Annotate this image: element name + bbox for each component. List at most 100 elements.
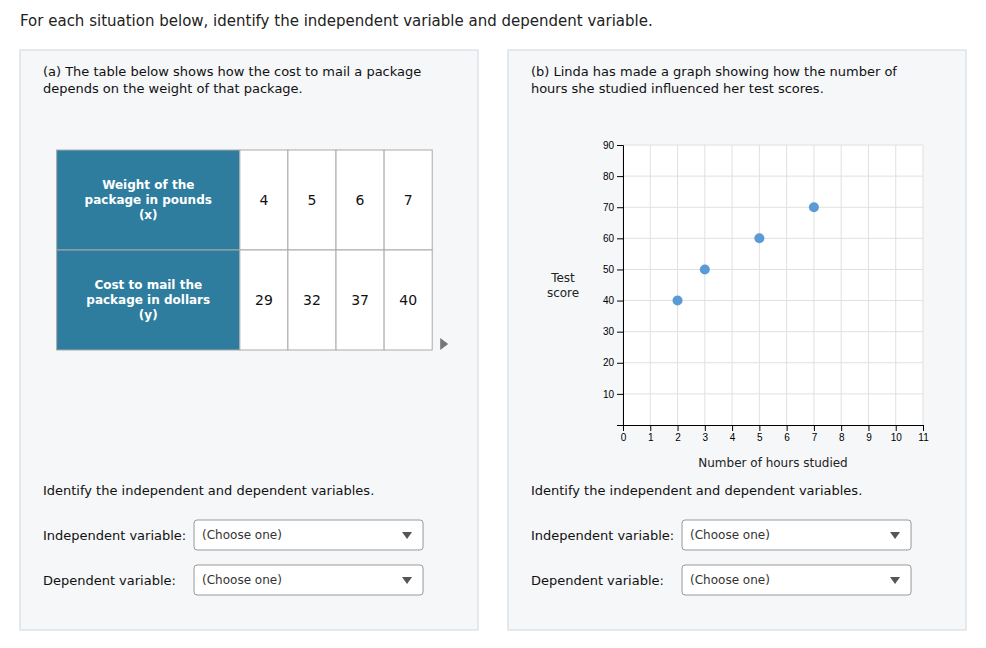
text-line: Identify the independent and dependent v…: [43, 483, 374, 498]
y-tick: 90: [603, 140, 623, 151]
dropdown-text: (Choose one): [202, 528, 282, 542]
tick-label: 7: [812, 432, 818, 443]
table-cell: [288, 150, 336, 250]
tick-label: 20: [603, 357, 615, 368]
text-line: (b) Linda has made a graph showing how t…: [531, 64, 897, 79]
dropdown-arrow[interactable]: [402, 577, 412, 584]
tick-label: 30: [603, 326, 615, 337]
panel-frame: [508, 50, 966, 630]
text-line: Test: [550, 271, 575, 285]
table-cell: [336, 150, 384, 250]
title: For each situation below, identify the i…: [20, 12, 653, 30]
tick-label: 5: [757, 432, 763, 443]
panel: (a) The table below shows how the cost t…: [20, 50, 478, 630]
dropdown-box[interactable]: [194, 565, 423, 595]
text-line: 4: [259, 192, 268, 208]
text-line: Independent variable:: [43, 528, 186, 543]
tick-mark: [896, 425, 897, 431]
x-tick: 7: [812, 425, 818, 443]
dropdown[interactable]: (Choose one): [682, 565, 911, 595]
dropdown-text: (Choose one): [690, 528, 770, 542]
text-line: score: [547, 286, 579, 300]
tick-mark: [617, 394, 623, 395]
dropdown[interactable]: (Choose one): [194, 565, 423, 595]
dropdown-box[interactable]: [194, 520, 423, 550]
row-header: Weight of thepackage in pounds(x): [85, 178, 212, 222]
tick-mark: [617, 238, 623, 239]
tick-label: 11: [918, 432, 929, 443]
tick-mark: [617, 176, 623, 177]
dropdown-text: (Choose one): [202, 573, 282, 587]
x-tick: 6: [784, 425, 790, 443]
y-tick: 50: [603, 264, 623, 275]
x-tick: 11: [918, 425, 929, 443]
instruction: Identify the independent and dependent v…: [43, 483, 374, 498]
dropdown-box[interactable]: [682, 520, 911, 550]
text-line: Cost to mail the: [94, 278, 202, 292]
cell-value: 6: [356, 192, 365, 208]
plot-area: [623, 145, 923, 425]
tick-mark: [732, 425, 733, 431]
grid-line-x: [868, 145, 869, 425]
table-cell: [288, 250, 336, 350]
dropdown-arrow[interactable]: [890, 532, 900, 539]
grid-line-x: [704, 145, 705, 425]
tick-mark: [617, 332, 623, 333]
y-tick: 40: [603, 295, 623, 306]
dropdown[interactable]: (Choose one): [682, 520, 911, 550]
text-line: (Choose one): [690, 573, 770, 587]
cursor-marker: [440, 338, 448, 350]
grid-line-x: [813, 145, 814, 425]
y-tick: 70: [603, 202, 623, 213]
table: Weight of thepackage in pounds(x) 4 5 6 7 Cos…: [57, 150, 433, 350]
dropdown-label: Dependent variable:: [531, 573, 664, 588]
y-tick: 20: [603, 357, 623, 368]
dropdown-box[interactable]: [682, 565, 911, 595]
dropdown-label: Independent variable:: [531, 528, 674, 543]
dropdown-label: Dependent variable:: [43, 573, 176, 588]
cell-value: 5: [308, 192, 317, 208]
dropdown[interactable]: (Choose one): [194, 520, 423, 550]
point: [809, 202, 819, 212]
y-tick: 30: [603, 326, 623, 337]
text-line: 5: [308, 192, 317, 208]
text-line: package in pounds: [85, 193, 212, 207]
tick-label: 40: [603, 295, 615, 306]
text-line: hours she studied influenced her test sc…: [531, 81, 824, 96]
dropdown-label: Independent variable:: [43, 528, 186, 543]
text-line: (a) The table below shows how the cost t…: [43, 64, 421, 79]
grid-line-x: [759, 145, 760, 425]
tick-label: 50: [603, 264, 615, 275]
text-line: 29: [255, 292, 273, 308]
tick-mark: [814, 425, 815, 431]
text-line: Number of hours studied: [698, 456, 847, 470]
text-line: 7: [404, 192, 413, 208]
table-cell: [384, 250, 432, 350]
tick-mark: [841, 425, 842, 431]
dropdown-text: (Choose one): [690, 573, 770, 587]
tick-label: 3: [703, 432, 709, 443]
text-line: For each situation below, identify the i…: [20, 12, 653, 30]
tick-label: 8: [839, 432, 845, 443]
tick-label: 90: [603, 140, 615, 151]
tick-mark: [617, 301, 623, 302]
dropdown-arrow[interactable]: [402, 532, 412, 539]
grid-line-y: [623, 362, 923, 363]
row-header: Cost to mail thepackage in dollars(y): [86, 278, 210, 322]
point: [754, 233, 764, 243]
x-tick: 5: [757, 425, 763, 443]
tick-mark: [617, 145, 623, 146]
text-line: (Choose one): [202, 528, 282, 542]
text-line: (Choose one): [690, 528, 770, 542]
y-axis-title: Testscore: [547, 271, 579, 300]
x-tick: 0: [621, 425, 627, 443]
text-line: 32: [303, 292, 321, 308]
grid-line-y: [623, 176, 923, 177]
table-cell: [336, 250, 384, 350]
y-tick: 60: [603, 233, 623, 244]
x-tick: 3: [703, 425, 709, 443]
tick-label: 4: [730, 432, 736, 443]
dropdown-arrow[interactable]: [890, 577, 900, 584]
grid-line-x: [923, 145, 924, 425]
tick-label: 0: [621, 432, 627, 443]
